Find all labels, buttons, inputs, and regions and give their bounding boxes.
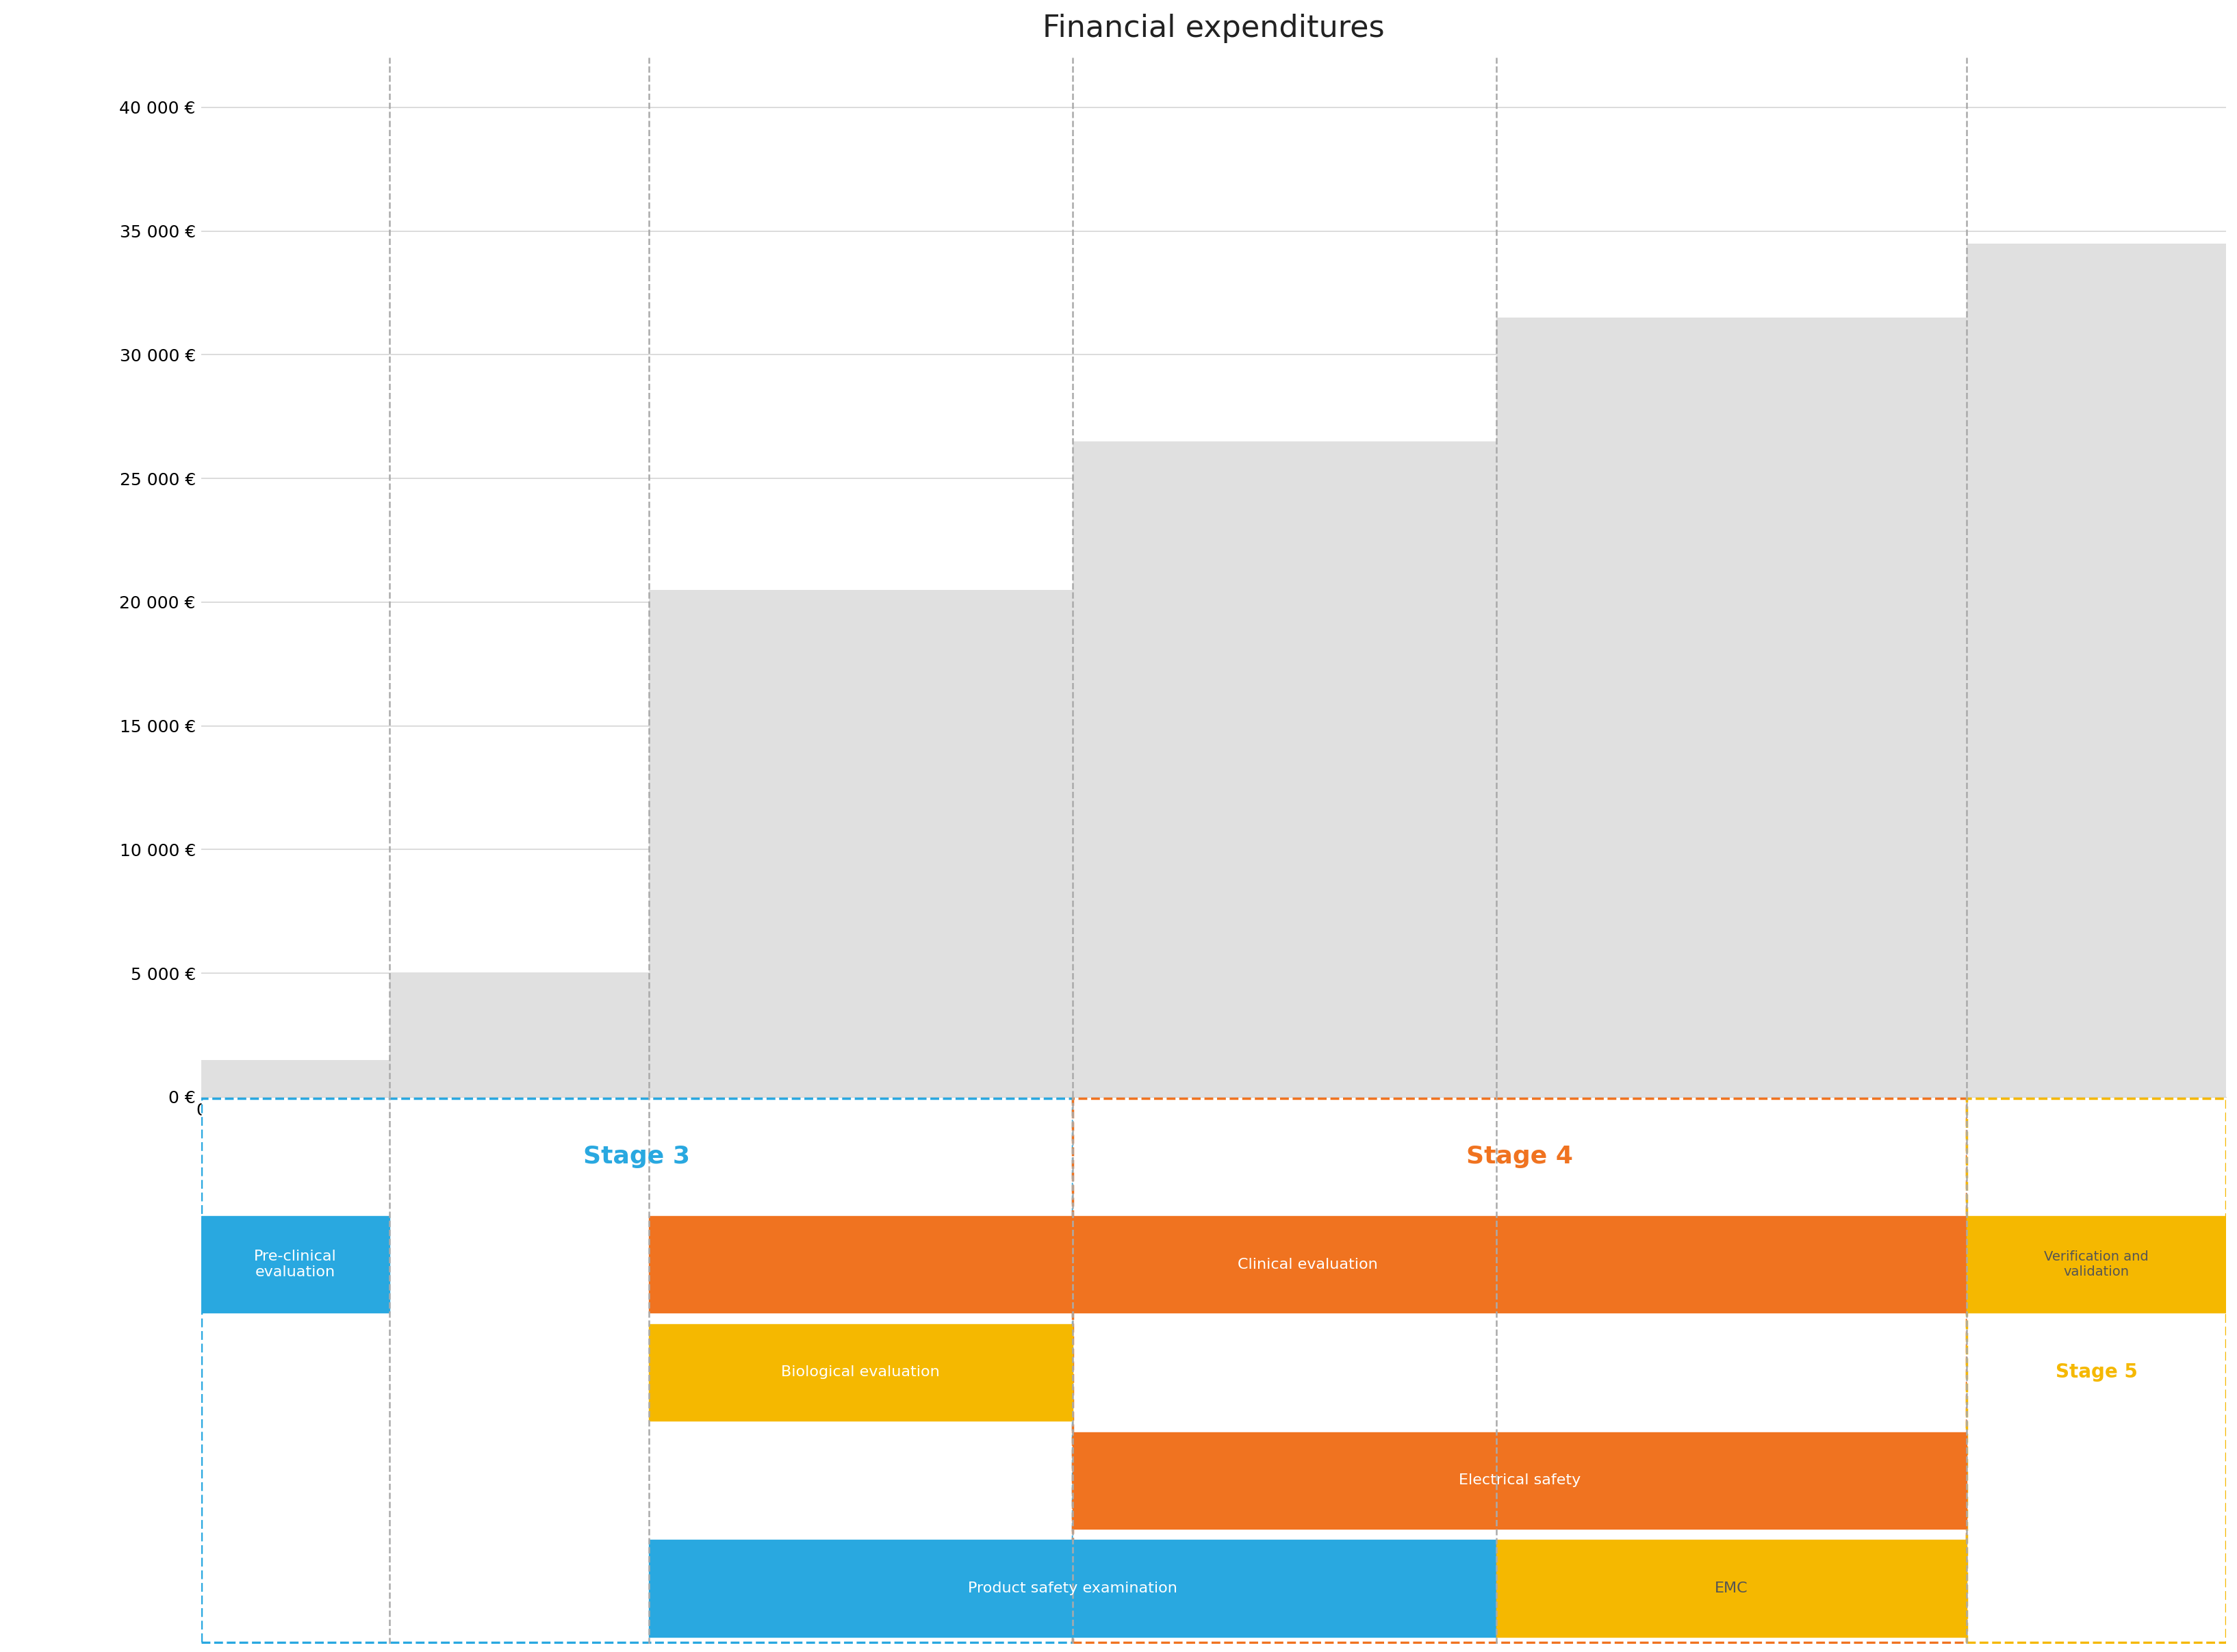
- X-axis label: Time (days): Time (days): [1152, 1132, 1275, 1151]
- Text: EMC: EMC: [1716, 1581, 1747, 1596]
- Bar: [201, 1216, 389, 1313]
- Text: Stage 5: Stage 5: [2056, 1363, 2136, 1383]
- Bar: [389, 973, 649, 1097]
- Bar: [1966, 1099, 2226, 1642]
- Bar: [1072, 441, 1497, 1097]
- Bar: [1966, 243, 2226, 1097]
- Bar: [1072, 1099, 1966, 1642]
- Bar: [1966, 1216, 2226, 1313]
- Bar: [649, 1540, 1497, 1637]
- Text: Pre-clinical
evaluation: Pre-clinical evaluation: [255, 1249, 338, 1279]
- Text: Electrical safety: Electrical safety: [1459, 1474, 1582, 1487]
- Text: Biological evaluation: Biological evaluation: [781, 1366, 940, 1379]
- Bar: [649, 590, 1072, 1097]
- Text: Stage 4: Stage 4: [1465, 1145, 1573, 1168]
- Bar: [1497, 317, 1966, 1097]
- Bar: [1072, 1432, 1966, 1528]
- Bar: [201, 1061, 389, 1097]
- Bar: [649, 1325, 1072, 1421]
- Text: Product safety examination: Product safety examination: [969, 1581, 1177, 1596]
- Title: Financial expenditures: Financial expenditures: [1042, 13, 1385, 43]
- Bar: [201, 1099, 1072, 1642]
- Bar: [649, 1216, 1966, 1313]
- Text: Clinical evaluation: Clinical evaluation: [1237, 1257, 1378, 1272]
- Bar: [1497, 1540, 1966, 1637]
- Text: Verification and
validation: Verification and validation: [2045, 1251, 2148, 1279]
- Text: Stage 3: Stage 3: [584, 1145, 691, 1168]
